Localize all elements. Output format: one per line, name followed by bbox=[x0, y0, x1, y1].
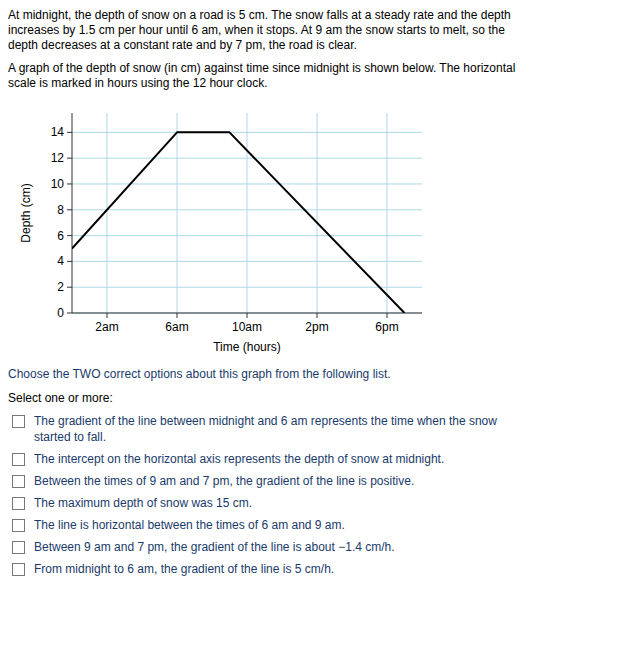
x-tick-label: 2pm bbox=[305, 320, 328, 334]
grid-line bbox=[72, 261, 422, 262]
checkbox[interactable] bbox=[12, 519, 25, 532]
y-tick-label: 4 bbox=[57, 254, 64, 268]
option-text: The gradient of the line between midnigh… bbox=[34, 413, 497, 445]
x-tick bbox=[177, 313, 178, 318]
option: The gradient of the line between midnigh… bbox=[8, 413, 610, 445]
axes: 2am 6am 10am 2pm 6pm 0 2 4 6 8 10 12 14 Time (hours) D… bbox=[19, 113, 422, 354]
grid-line bbox=[72, 235, 422, 236]
x-tick-label: 6am bbox=[165, 320, 188, 334]
option-text: From midnight to 6 am, the gradient of t… bbox=[34, 561, 334, 577]
y-tick-label: 6 bbox=[57, 229, 64, 243]
x-tick-label: 10am bbox=[232, 320, 262, 334]
y-tick bbox=[67, 261, 72, 262]
grid-line bbox=[72, 183, 422, 184]
x-tick bbox=[107, 313, 108, 318]
paragraph-line: increases by 1.5 cm per hour until 6 am,… bbox=[8, 23, 610, 38]
y-axis-label: Depth (cm) bbox=[19, 183, 33, 242]
x-tick-label: 2am bbox=[95, 320, 118, 334]
option-text: Between the times of 9 am and 7 pm, the … bbox=[34, 473, 414, 489]
y-tick bbox=[67, 235, 72, 236]
grid-line bbox=[72, 209, 422, 210]
checkbox[interactable] bbox=[12, 415, 25, 428]
option-text: The intercept on the horizontal axis rep… bbox=[34, 451, 444, 467]
paragraph: A graph of the depth of snow (in cm) aga… bbox=[8, 61, 610, 91]
data-line bbox=[72, 132, 405, 313]
option: Between 9 am and 7 pm, the gradient of t… bbox=[8, 539, 610, 555]
chart: 2am 6am 10am 2pm 6pm 0 2 4 6 8 10 12 14 Time (hours) D… bbox=[8, 99, 608, 361]
x-tick bbox=[317, 313, 318, 318]
y-tick-label: 8 bbox=[57, 203, 64, 217]
checkbox[interactable] bbox=[12, 497, 25, 510]
option: From midnight to 6 am, the gradient of t… bbox=[8, 561, 610, 577]
y-tick-label: 12 bbox=[51, 151, 65, 165]
prompt: Select one or more: bbox=[8, 391, 610, 405]
grid-line bbox=[177, 113, 178, 313]
y-tick bbox=[67, 183, 72, 184]
paragraph-line: depth decreases at a constant rate and b… bbox=[8, 38, 610, 53]
question: Choose the TWO correct options about thi… bbox=[8, 367, 610, 381]
grid-line bbox=[387, 113, 388, 313]
grid bbox=[72, 113, 422, 313]
grid-line bbox=[317, 113, 318, 313]
checkbox[interactable] bbox=[12, 541, 25, 554]
grid-line bbox=[72, 158, 422, 159]
x-tick bbox=[387, 313, 388, 318]
grid-line bbox=[72, 132, 422, 133]
plot-area bbox=[72, 132, 405, 313]
option: Between the times of 9 am and 7 pm, the … bbox=[8, 473, 610, 489]
option: The intercept on the horizontal axis rep… bbox=[8, 451, 610, 467]
y-tick bbox=[67, 287, 72, 288]
x-axis-label: Time (hours) bbox=[213, 340, 281, 354]
x-axis-line bbox=[72, 313, 422, 314]
y-tick-label: 0 bbox=[57, 306, 64, 320]
checkbox[interactable] bbox=[12, 475, 25, 488]
option-text: The line is horizontal between the times… bbox=[34, 517, 345, 533]
checkbox[interactable] bbox=[12, 563, 25, 576]
paragraph: At midnight, the depth of snow on a road… bbox=[8, 8, 610, 53]
y-axis-line bbox=[72, 113, 73, 313]
y-tick bbox=[67, 132, 72, 133]
option: The maximum depth of snow was 15 cm. bbox=[8, 495, 610, 511]
grid-line bbox=[247, 113, 248, 313]
y-tick bbox=[67, 209, 72, 210]
y-tick bbox=[67, 158, 72, 159]
option: The line is horizontal between the times… bbox=[8, 517, 610, 533]
y-tick bbox=[67, 313, 72, 314]
y-tick-label: 2 bbox=[57, 280, 64, 294]
paragraph-line: At midnight, the depth of snow on a road… bbox=[8, 8, 610, 23]
y-tick-label: 14 bbox=[51, 125, 65, 139]
option-text: Between 9 am and 7 pm, the gradient of t… bbox=[34, 539, 395, 555]
x-tick bbox=[247, 313, 248, 318]
option-text: The maximum depth of snow was 15 cm. bbox=[34, 495, 252, 511]
grid-line bbox=[72, 313, 422, 314]
paragraph-line: scale is marked in hours using the 12 ho… bbox=[8, 76, 610, 91]
checkbox[interactable] bbox=[12, 453, 25, 466]
paragraph-line: A graph of the depth of snow (in cm) aga… bbox=[8, 61, 610, 76]
grid-line bbox=[107, 113, 108, 313]
x-tick-label: 6pm bbox=[375, 320, 398, 334]
grid-line bbox=[72, 287, 422, 288]
y-tick-label: 10 bbox=[51, 177, 65, 191]
